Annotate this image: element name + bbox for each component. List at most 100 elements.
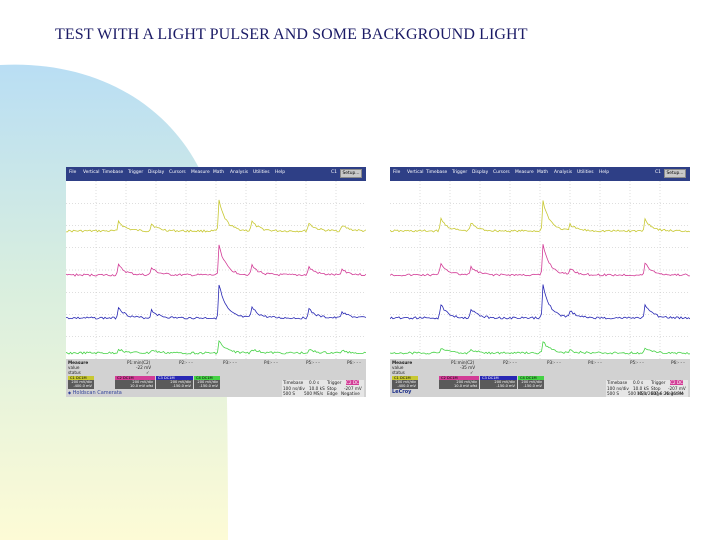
tb-r1c1: Timebase	[283, 380, 304, 385]
value-label: value	[392, 365, 404, 370]
p1-status: ✓	[470, 370, 474, 375]
capture-date: 10/1/2007 6:26:36 PM	[637, 391, 684, 396]
tile-offset: 10.0 mV ofst	[130, 384, 153, 389]
waveform-trace-c1	[390, 200, 690, 233]
menu-trigger[interactable]: Trigger	[128, 170, 144, 175]
waveform-trace-c2	[66, 244, 366, 277]
p6-name[interactable]: P6:- - -	[671, 360, 685, 365]
waveform-display	[66, 181, 366, 359]
tile-offset: 10.0 mV ofst	[454, 384, 477, 389]
tile-scale: 200 mV/div	[456, 380, 477, 384]
channel-tile-c1[interactable]: C1 DC1M 200 mV/div -400.0 mV	[392, 376, 418, 389]
menu-display[interactable]: Display	[148, 170, 165, 175]
menu-utilities[interactable]: Utilities	[253, 170, 270, 175]
tb-r1c3: Trigger	[651, 380, 666, 385]
tb-r1c2: 0.0 s	[633, 380, 644, 385]
channel-tile-c1[interactable]: C1 DC1M 200 mV/div -400.0 mV	[68, 376, 94, 389]
channel-tile-c3[interactable]: C3 DC1M 200 mV/div -150.0 mV	[156, 376, 193, 389]
tb-r2c3: Stop	[651, 385, 661, 391]
channel-indicator: C1	[331, 170, 337, 175]
channel-tile-c2[interactable]: C2 DC1M 200 mV/div 10.0 mV ofst	[439, 376, 479, 389]
tb-r3c3: Edge	[327, 391, 338, 396]
tb-r2c1: 100 ns/div	[283, 385, 305, 391]
slide-title: TEST WITH A LIGHT PULSER AND SOME BACKGR…	[55, 26, 528, 43]
p3-name[interactable]: P3:- - -	[223, 360, 237, 365]
menu-cursors[interactable]: Cursors	[493, 170, 510, 175]
oscilloscope-screenshot-left: File Vertical Timebase Trigger Display C…	[66, 167, 366, 397]
menu-math[interactable]: Math	[537, 170, 548, 175]
p4-name[interactable]: P4:- - -	[588, 360, 602, 365]
tile-tag: DC1M	[201, 376, 213, 380]
menu-vertical[interactable]: Vertical	[407, 170, 424, 175]
p3-name[interactable]: P3:- - -	[547, 360, 561, 365]
p5-name[interactable]: P5:- - -	[306, 360, 320, 365]
tb-r3c1: 500 S	[283, 391, 295, 396]
menu-help[interactable]: Help	[599, 170, 610, 175]
tile-offset: -400.0 mV	[397, 384, 416, 389]
p2-name[interactable]: P2:- - -	[179, 360, 193, 365]
waveform-grid	[390, 181, 690, 359]
tile-scale: 200 mV/div	[494, 380, 515, 384]
waveform-trace-c3	[390, 284, 690, 320]
menu-cursors[interactable]: Cursors	[169, 170, 186, 175]
tb-r3c4: Negative	[341, 391, 360, 396]
tile-name: C3	[158, 376, 163, 380]
tb-r1c3: Trigger	[327, 380, 342, 385]
setup-button[interactable]: Setup...	[340, 169, 362, 178]
measure-label: Measure	[68, 360, 89, 365]
tb-r2c2: 10.0 kS	[309, 385, 325, 391]
tb-r1c1: Timebase	[607, 380, 628, 385]
tile-tag: DC1M	[399, 376, 411, 380]
p2-name[interactable]: P2:- - -	[503, 360, 517, 365]
p1-status: ✓	[146, 370, 150, 375]
menu-file[interactable]: File	[69, 170, 77, 175]
menu-timebase[interactable]: Timebase	[102, 170, 124, 175]
p6-name[interactable]: P6:- - -	[347, 360, 361, 365]
menu-display[interactable]: Display	[472, 170, 489, 175]
tile-tag: DC1M	[75, 376, 87, 380]
tile-offset: -150.0 mV	[199, 384, 218, 389]
menu-trigger[interactable]: Trigger	[452, 170, 468, 175]
p5-name[interactable]: P5:- - -	[630, 360, 644, 365]
tb-r2c4: -207 mV	[668, 385, 686, 391]
menu-timebase[interactable]: Timebase	[426, 170, 448, 175]
tile-scale: 200 mV/div	[170, 380, 191, 384]
tb-r1c4: C2 DC	[346, 380, 360, 385]
timebase-trigger-box[interactable]: Timebase 0.0 s Trigger C2 DC 100 ns/div …	[282, 380, 364, 397]
menu-math[interactable]: Math	[213, 170, 224, 175]
menu-file[interactable]: File	[393, 170, 401, 175]
p1-value: -22 mV	[136, 365, 152, 370]
tile-scale: 200 mV/div	[521, 380, 542, 384]
channel-tile-c4[interactable]: C4 DC1M 200 mV/div -150.0 mV	[194, 376, 220, 389]
p1-name[interactable]: P1:min(C2)	[127, 360, 151, 365]
brand-icon: ◆	[68, 390, 72, 395]
menu-utilities[interactable]: Utilities	[577, 170, 594, 175]
footer-text: LeCroy	[392, 389, 412, 395]
waveform-grid	[66, 181, 366, 359]
menu-analysis[interactable]: Analysis	[554, 170, 573, 175]
waveform-display	[390, 181, 690, 359]
channel-tile-c3[interactable]: C3 DC1M 200 mV/div -150.0 mV	[480, 376, 517, 389]
tile-tag: DC1M	[446, 376, 458, 380]
p1-name[interactable]: P1:min(C2)	[451, 360, 475, 365]
menu-help[interactable]: Help	[275, 170, 286, 175]
menu-analysis[interactable]: Analysis	[230, 170, 249, 175]
tile-name: C1	[394, 376, 399, 380]
oscilloscope-screenshot-right: File Vertical Timebase Trigger Display C…	[390, 167, 690, 397]
tb-r3c2: 500 MS/s	[628, 391, 648, 396]
menu-measure[interactable]: Measure	[515, 170, 534, 175]
tb-r1c4: C2 DC	[670, 380, 684, 385]
measure-label: Measure	[392, 360, 413, 365]
tb-r2c1: 100 ns/div	[607, 385, 629, 391]
menu-vertical[interactable]: Vertical	[83, 170, 100, 175]
tile-tag: DC1M	[122, 376, 134, 380]
channel-tile-c2[interactable]: C2 DC1M 200 mV/div 10.0 mV ofst	[115, 376, 155, 389]
footer-text: Holdscan Camerata	[72, 390, 122, 396]
timebase-trigger-box[interactable]: Timebase 0.0 s Trigger C2 DC 100 ns/div …	[606, 380, 688, 397]
status-label: status	[392, 370, 405, 375]
setup-button[interactable]: Setup...	[664, 169, 686, 178]
channel-tile-c4[interactable]: C4 DC1M 200 mV/div -150.0 mV	[518, 376, 544, 389]
p4-name[interactable]: P4:- - -	[264, 360, 278, 365]
waveform-trace-c4	[66, 339, 366, 355]
menu-measure[interactable]: Measure	[191, 170, 210, 175]
